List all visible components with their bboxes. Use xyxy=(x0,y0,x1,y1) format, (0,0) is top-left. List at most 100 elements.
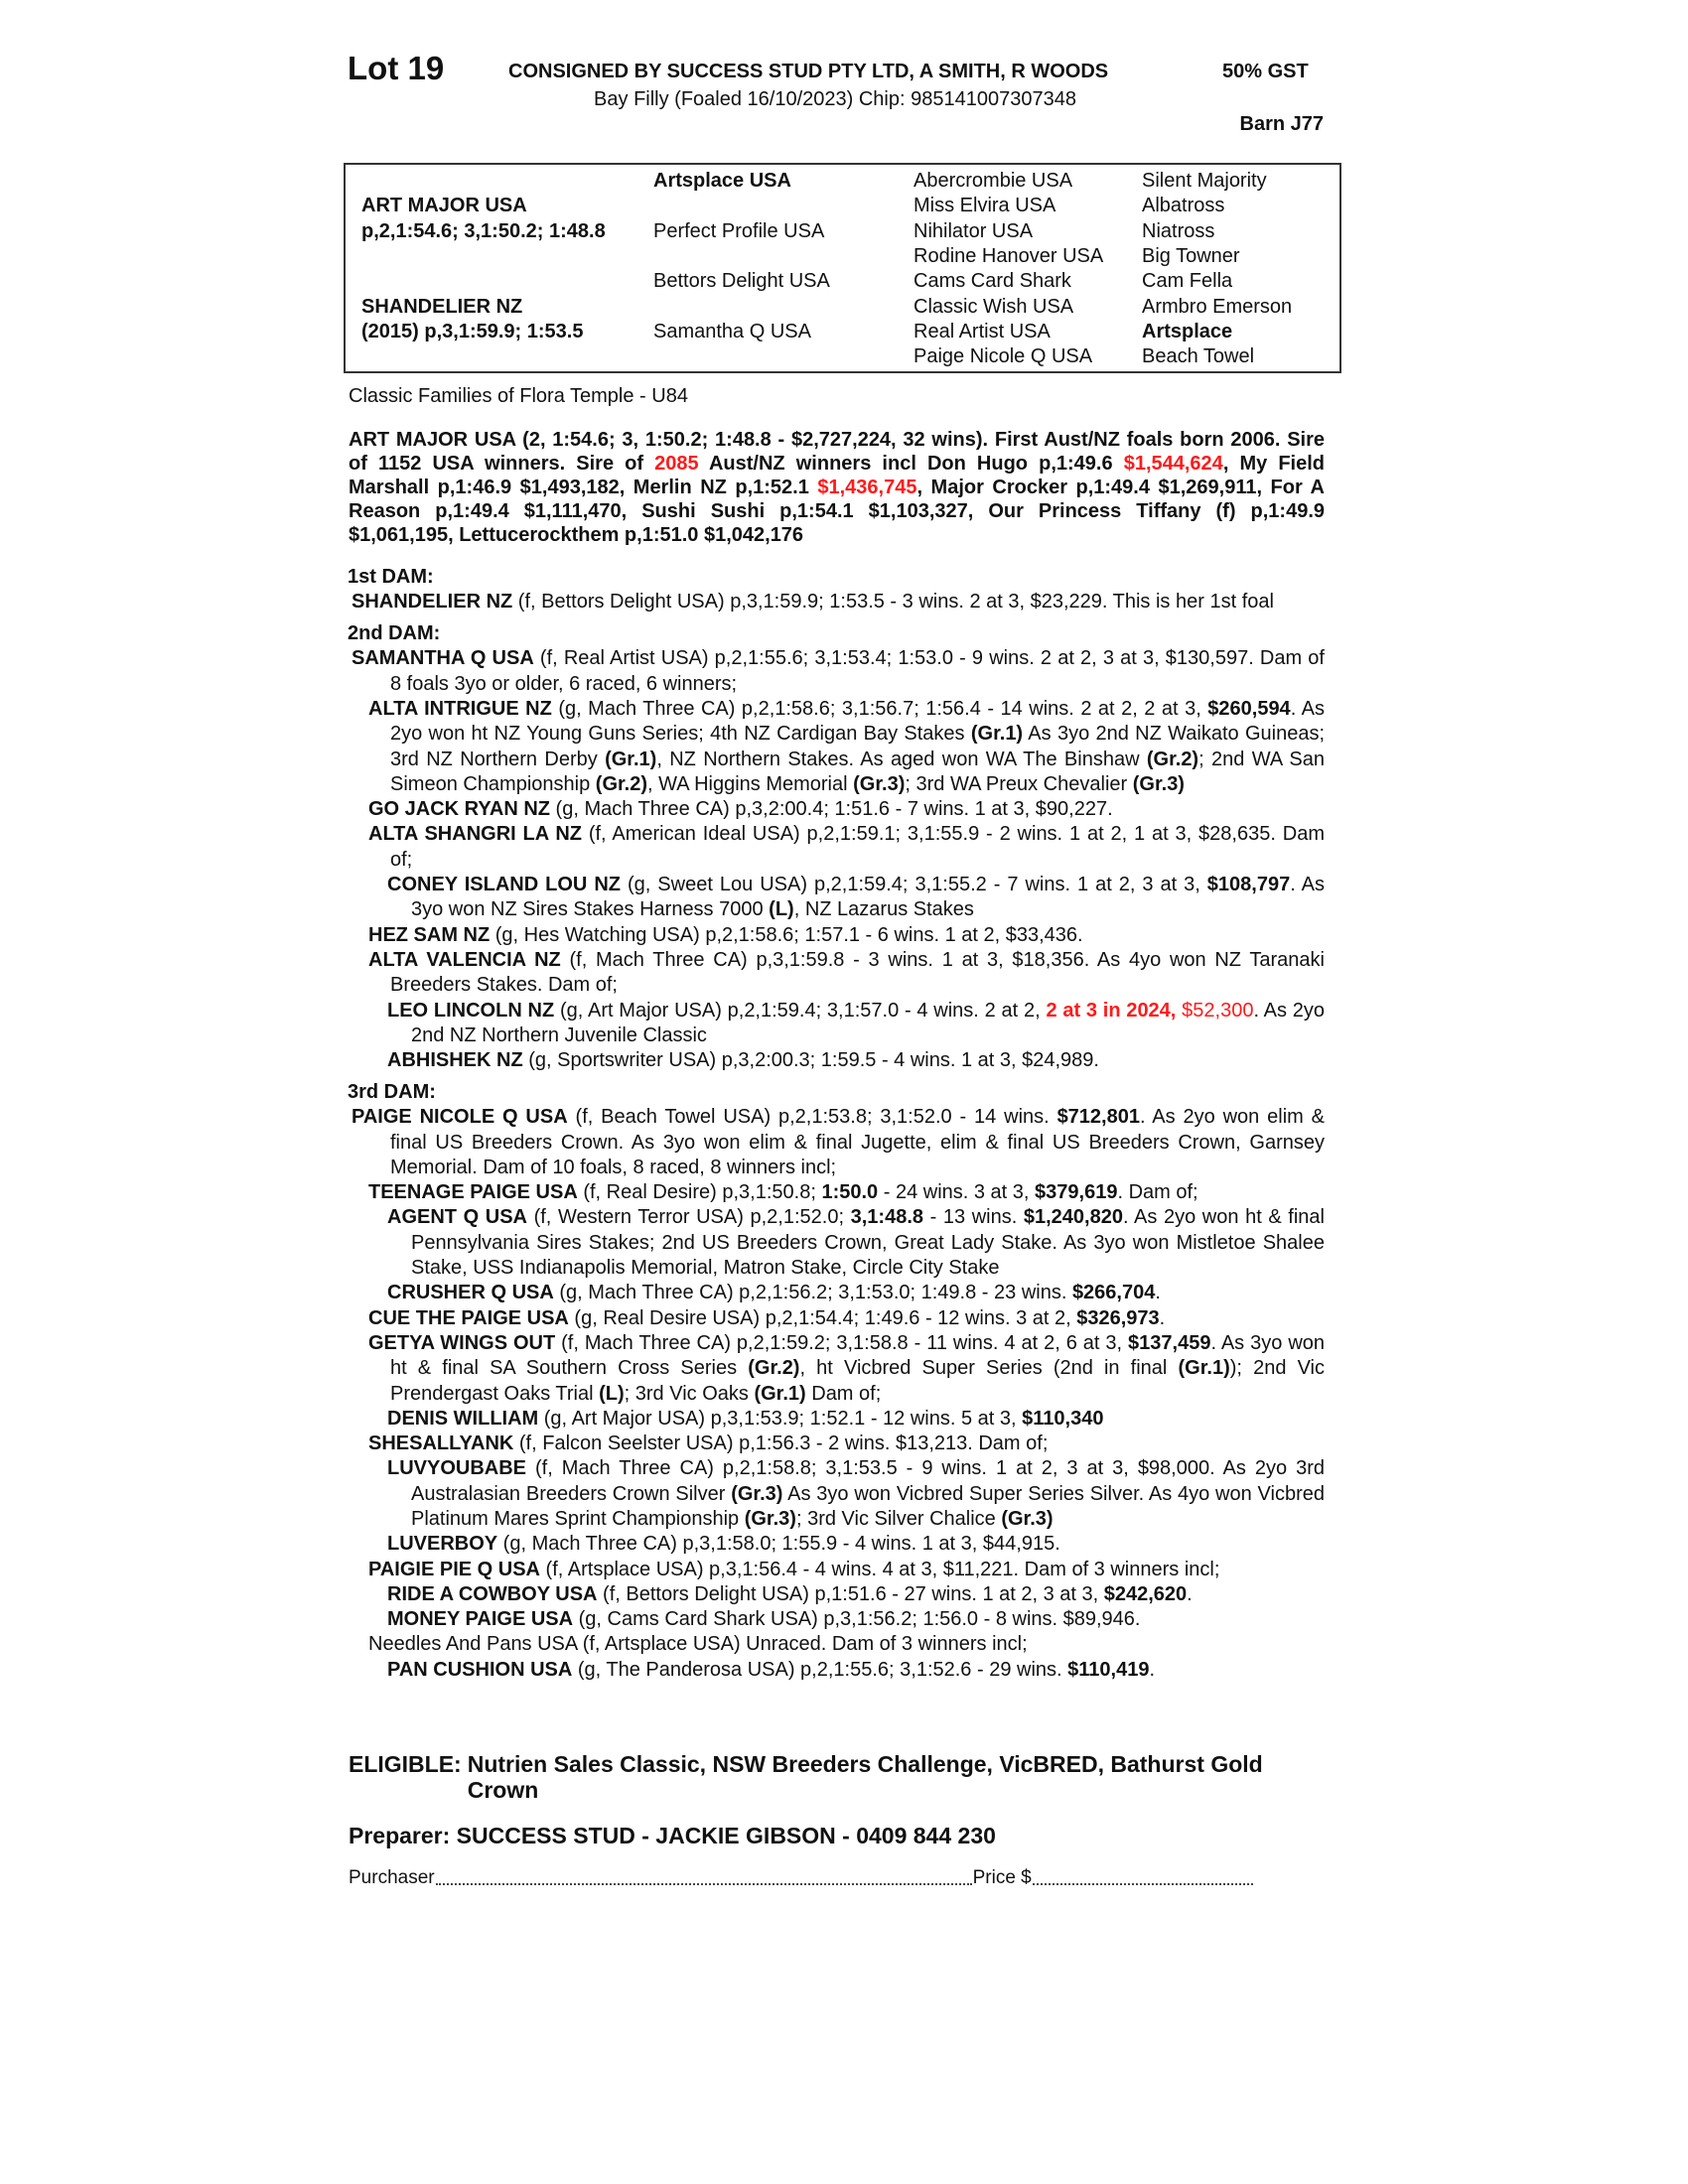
text-run: - 13 wins. xyxy=(923,1206,1024,1229)
text-run: SHANDELIER NZ xyxy=(352,591,513,614)
text-run: (f, American Ideal USA) p,2,1:59.1; 3,1:… xyxy=(390,823,1325,871)
text-run: $242,620 xyxy=(1103,1582,1188,1605)
pedigree-col2-cell: Artsplace USA xyxy=(653,170,791,192)
text-run: ART MAJOR USA (2, 1:54.6; 3, 1:50.2; 1:4… xyxy=(349,429,1325,475)
pedigree-col3-cell: Cams Card Shark xyxy=(914,270,1071,293)
text-run: PAIGE NICOLE Q USA xyxy=(352,1106,568,1129)
pedigree-entry: TEENAGE PAIGE USA (f, Real Desire) p,3,1… xyxy=(368,1180,1325,1205)
text-run: Needles And Pans USA (f, Artsplace USA) … xyxy=(368,1633,1028,1656)
pedigree-entry: LUVERBOY (g, Mach Three CA) p,3,1:58.0; … xyxy=(387,1532,1325,1557)
text-run: , NZ Northern Stakes. As aged won WA The… xyxy=(656,748,1147,770)
pedigree-col3-cell: Real Artist USA xyxy=(914,320,1051,342)
family-line: Classic Families of Flora Temple - U84 xyxy=(349,385,688,407)
text-run: (L) xyxy=(599,1382,625,1405)
text-run: As 3yo 2nd NZ Waikato Guineas; 3rd NZ No… xyxy=(390,723,1326,770)
price-field[interactable] xyxy=(1032,1869,1253,1885)
pedigree-entry: DENIS WILLIAM (g, Art Major USA) p,3,1:5… xyxy=(387,1407,1325,1432)
pedigree-col4-cell: Cam Fella xyxy=(1142,270,1233,293)
pedigree-table: ART MAJOR USA p,2,1:54.6; 3,1:50.2; 1:48.… xyxy=(344,163,1341,373)
text-run: ); 2nd Vic Prendergast Oaks Trial xyxy=(390,1357,1326,1405)
text-run: (Gr.1) xyxy=(754,1382,806,1405)
text-run: (Gr.2) xyxy=(748,1357,800,1380)
text-run: (f, Artsplace USA) p,3,1:56.4 - 4 wins. … xyxy=(540,1558,1220,1580)
text-run: ALTA VALENCIA NZ xyxy=(368,948,561,971)
pedigree-col3-cell: Rodine Hanover USA xyxy=(914,244,1104,267)
text-run: (f, Mach Three CA) p,2,1:58.8; 3,1:53.5 … xyxy=(411,1457,1325,1505)
pedigree-entry: SHANDELIER NZ (f, Bettors Delight USA) p… xyxy=(352,590,1325,614)
text-run: SAMANTHA Q USA xyxy=(352,647,534,670)
text-run: . xyxy=(1155,1282,1161,1304)
horse-description: Bay Filly (Foaled 16/10/2023) Chip: 9851… xyxy=(594,88,1076,110)
text-run: (Gr.1) xyxy=(605,748,657,770)
text-run: ; 2nd WA San Simeon Championship xyxy=(390,748,1325,795)
pedigree-entry: PAIGE NICOLE Q USA (f, Beach Towel USA) … xyxy=(352,1105,1326,1180)
pedigree-entry: ALTA INTRIGUE NZ (g, Mach Three CA) p,2,… xyxy=(368,697,1326,797)
pedigree-entry: PAN CUSHION USA (g, The Panderosa USA) p… xyxy=(387,1658,1325,1683)
text-run: RIDE A COWBOY USA xyxy=(387,1582,598,1605)
pedigree-col3-cell: Nihilator USA xyxy=(914,219,1034,242)
eligible-label: ELIGIBLE: xyxy=(349,1751,462,1777)
pedigree-entry: CONEY ISLAND LOU NZ (g, Sweet Lou USA) p… xyxy=(387,873,1325,923)
pedigree-entry: ABHISHEK NZ (g, Sportswriter USA) p,3,2:… xyxy=(387,1048,1325,1073)
text-run: (Gr.3) xyxy=(1001,1507,1054,1530)
dam-heading: 3rd DAM: xyxy=(348,1080,436,1103)
pedigree-entry: AGENT Q USA (f, Western Terror USA) p,2,… xyxy=(387,1205,1325,1281)
text-run: $110,340 xyxy=(1022,1407,1104,1430)
text-run: (f, Mach Three CA) p,3,1:59.8 - 3 wins. … xyxy=(390,948,1325,997)
purchase-line: Purchaser Price $ xyxy=(349,1867,1254,1889)
pedigree-entry: RIDE A COWBOY USA (f, Bettors Delight US… xyxy=(387,1582,1325,1607)
text-run: CRUSHER Q USA xyxy=(387,1282,554,1304)
text-run: ALTA SHANGRI LA NZ xyxy=(368,823,582,846)
preparer: Preparer: SUCCESS STUD - JACKIE GIBSON -… xyxy=(349,1823,996,1848)
pedigree-col4-cell: Niatross xyxy=(1142,219,1215,242)
text-run: AGENT Q USA xyxy=(387,1206,527,1229)
pedigree-entry: CUE THE PAIGE USA (g, Real Desire USA) p… xyxy=(368,1306,1325,1331)
text-run: LEO LINCOLN NZ xyxy=(387,999,555,1022)
text-run: ; 3rd Vic Silver Chalice xyxy=(795,1507,1002,1530)
text-run: (f, Real Desire) p,3,1:50.8; xyxy=(577,1181,822,1204)
pedigree-col3-cell: Classic Wish USA xyxy=(914,295,1074,318)
text-run: (f, Beach Towel USA) p,2,1:53.8; 3,1:52.… xyxy=(567,1106,1057,1129)
text-run: HEZ SAM NZ xyxy=(368,923,491,946)
text-run: . xyxy=(1149,1658,1156,1681)
text-run: (Gr.1) xyxy=(1178,1357,1230,1380)
text-run: ALTA INTRIGUE NZ xyxy=(368,697,552,720)
dam-heading: 2nd DAM: xyxy=(348,622,441,645)
text-run: , ht Vicbred Super Series (2nd in final xyxy=(799,1357,1179,1380)
text-run: LUVERBOY xyxy=(387,1533,498,1556)
text-run: . As 2yo won elim & final US Breeders Cr… xyxy=(390,1106,1326,1178)
text-run: Aust/NZ winners incl Don Hugo p,1:49.6 xyxy=(698,453,1124,475)
text-run: (Gr.2) xyxy=(595,772,648,795)
text-run: (g, Mach Three CA) p,2,1:56.2; 3,1:53.0;… xyxy=(553,1282,1072,1304)
text-run: , Major Crocker p,1:49.4 $1,269,911, For… xyxy=(349,477,1325,546)
purchaser-label: Purchaser xyxy=(349,1867,435,1888)
text-run: $326,973 xyxy=(1076,1306,1160,1329)
pedigree-col2-cell: Perfect Profile USA xyxy=(653,219,825,242)
pedigree-col4-cell: Artsplace xyxy=(1142,320,1233,342)
pedigree-entry: HEZ SAM NZ (g, Hes Watching USA) p,2,1:5… xyxy=(368,923,1325,948)
text-run: ; 3rd Vic Oaks xyxy=(624,1382,755,1405)
text-run: (g, Mach Three CA) p,3,1:58.0; 1:55.9 - … xyxy=(497,1533,1060,1556)
text-run: . xyxy=(1159,1306,1166,1329)
text-run: LUVYOUBABE xyxy=(387,1457,527,1480)
text-run: 2 at 3 in 2024, xyxy=(1046,999,1177,1022)
sire-summary: ART MAJOR USA (2, 1:54.6; 3, 1:50.2; 1:4… xyxy=(349,428,1325,547)
text-run: Dam of; xyxy=(805,1382,882,1405)
text-run: $712,801 xyxy=(1056,1106,1140,1129)
text-run: $379,619 xyxy=(1035,1181,1118,1204)
text-run: (g, Art Major USA) p,3,1:53.9; 1:52.1 - … xyxy=(538,1407,1023,1430)
text-run: (g, Hes Watching USA) p,2,1:58.6; 1:57.1… xyxy=(490,923,1083,946)
text-run: (g, Mach Three CA) p,2,1:58.6; 3,1:56.7;… xyxy=(551,697,1208,720)
text-run: (Gr.3) xyxy=(744,1507,796,1530)
pedigree-col3-cell: Miss Elvira USA xyxy=(914,195,1056,217)
purchaser-field[interactable] xyxy=(435,1869,972,1885)
text-run: (g, Cams Card Shark USA) p,3,1:56.2; 1:5… xyxy=(573,1608,1141,1631)
pedigree-entry: ALTA SHANGRI LA NZ (f, American Ideal US… xyxy=(368,822,1325,873)
pedigree-col2-cell: Samantha Q USA xyxy=(653,320,811,342)
pedigree-entry: Needles And Pans USA (f, Artsplace USA) … xyxy=(368,1632,1325,1657)
consignor: CONSIGNED BY SUCCESS STUD PTY LTD, A SMI… xyxy=(508,61,1109,82)
text-run: (f, Western Terror USA) p,2,1:52.0; xyxy=(526,1206,851,1229)
lot-number: Lot 19 xyxy=(348,50,445,86)
text-run: . xyxy=(1187,1582,1193,1605)
text-run: - 24 wins. 3 at 3, xyxy=(878,1181,1036,1204)
